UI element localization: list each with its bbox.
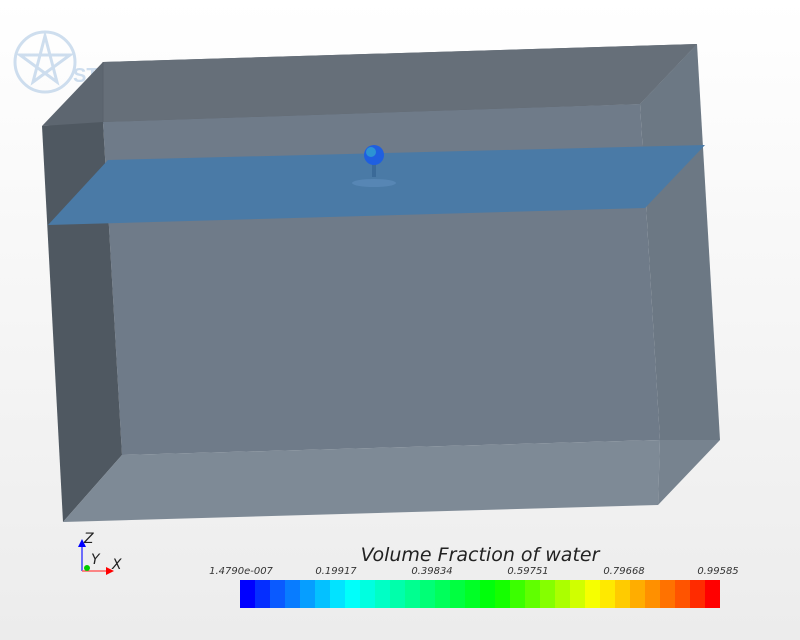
color-bar-segment [585,580,600,608]
color-bar-segment [360,580,375,608]
legend-tick: 0.39834 [411,566,453,577]
color-bar-segment [420,580,435,608]
box-right-face [640,44,720,440]
color-bar-segment [390,580,405,608]
color-bar-segment [630,580,645,608]
legend-tick: 0.19917 [315,566,357,577]
color-bar-segment [645,580,660,608]
color-bar-segment [495,580,510,608]
color-bar-segment [570,580,585,608]
legend-tick: 0.79668 [603,566,645,577]
color-bar-segment [510,580,525,608]
legend-tick: 0.59751 [507,566,549,577]
color-bar [240,580,720,608]
color-bar-segment [330,580,345,608]
legend-tick: 1.4790e-007 [209,566,273,577]
droplet [352,145,396,187]
color-bar-segment [555,580,570,608]
color-bar-segment [450,580,465,608]
color-bar-segment [285,580,300,608]
color-bar-segment [300,580,315,608]
color-bar-segment [525,580,540,608]
color-bar-segment [405,580,420,608]
color-bar-segment [540,580,555,608]
color-bar-segment [240,580,255,608]
color-bar-segment [675,580,690,608]
legend-tick: 0.99585 [697,566,739,577]
color-bar-segment [615,580,630,608]
axis-x-label: X [112,557,122,573]
color-bar-segment [270,580,285,608]
axis-triad [78,539,114,575]
axis-y-label: Y [91,552,100,568]
box-right-lower [658,440,720,505]
color-bar-segment [480,580,495,608]
box-bottom-face [63,440,660,522]
color-bar-segment [375,580,390,608]
color-bar-segment [315,580,330,608]
color-bar-segment [345,580,360,608]
color-bar-segment [705,580,720,608]
legend-title: Volume Fraction of water [360,544,600,566]
color-bar-segment [255,580,270,608]
color-bar-segment [600,580,615,608]
color-bar-segment [660,580,675,608]
color-bar-segment [465,580,480,608]
axis-z-label: Z [84,531,94,547]
box-top-inner [103,44,697,122]
color-bar-segment [435,580,450,608]
tank-box [42,44,720,522]
color-bar-segment [690,580,705,608]
